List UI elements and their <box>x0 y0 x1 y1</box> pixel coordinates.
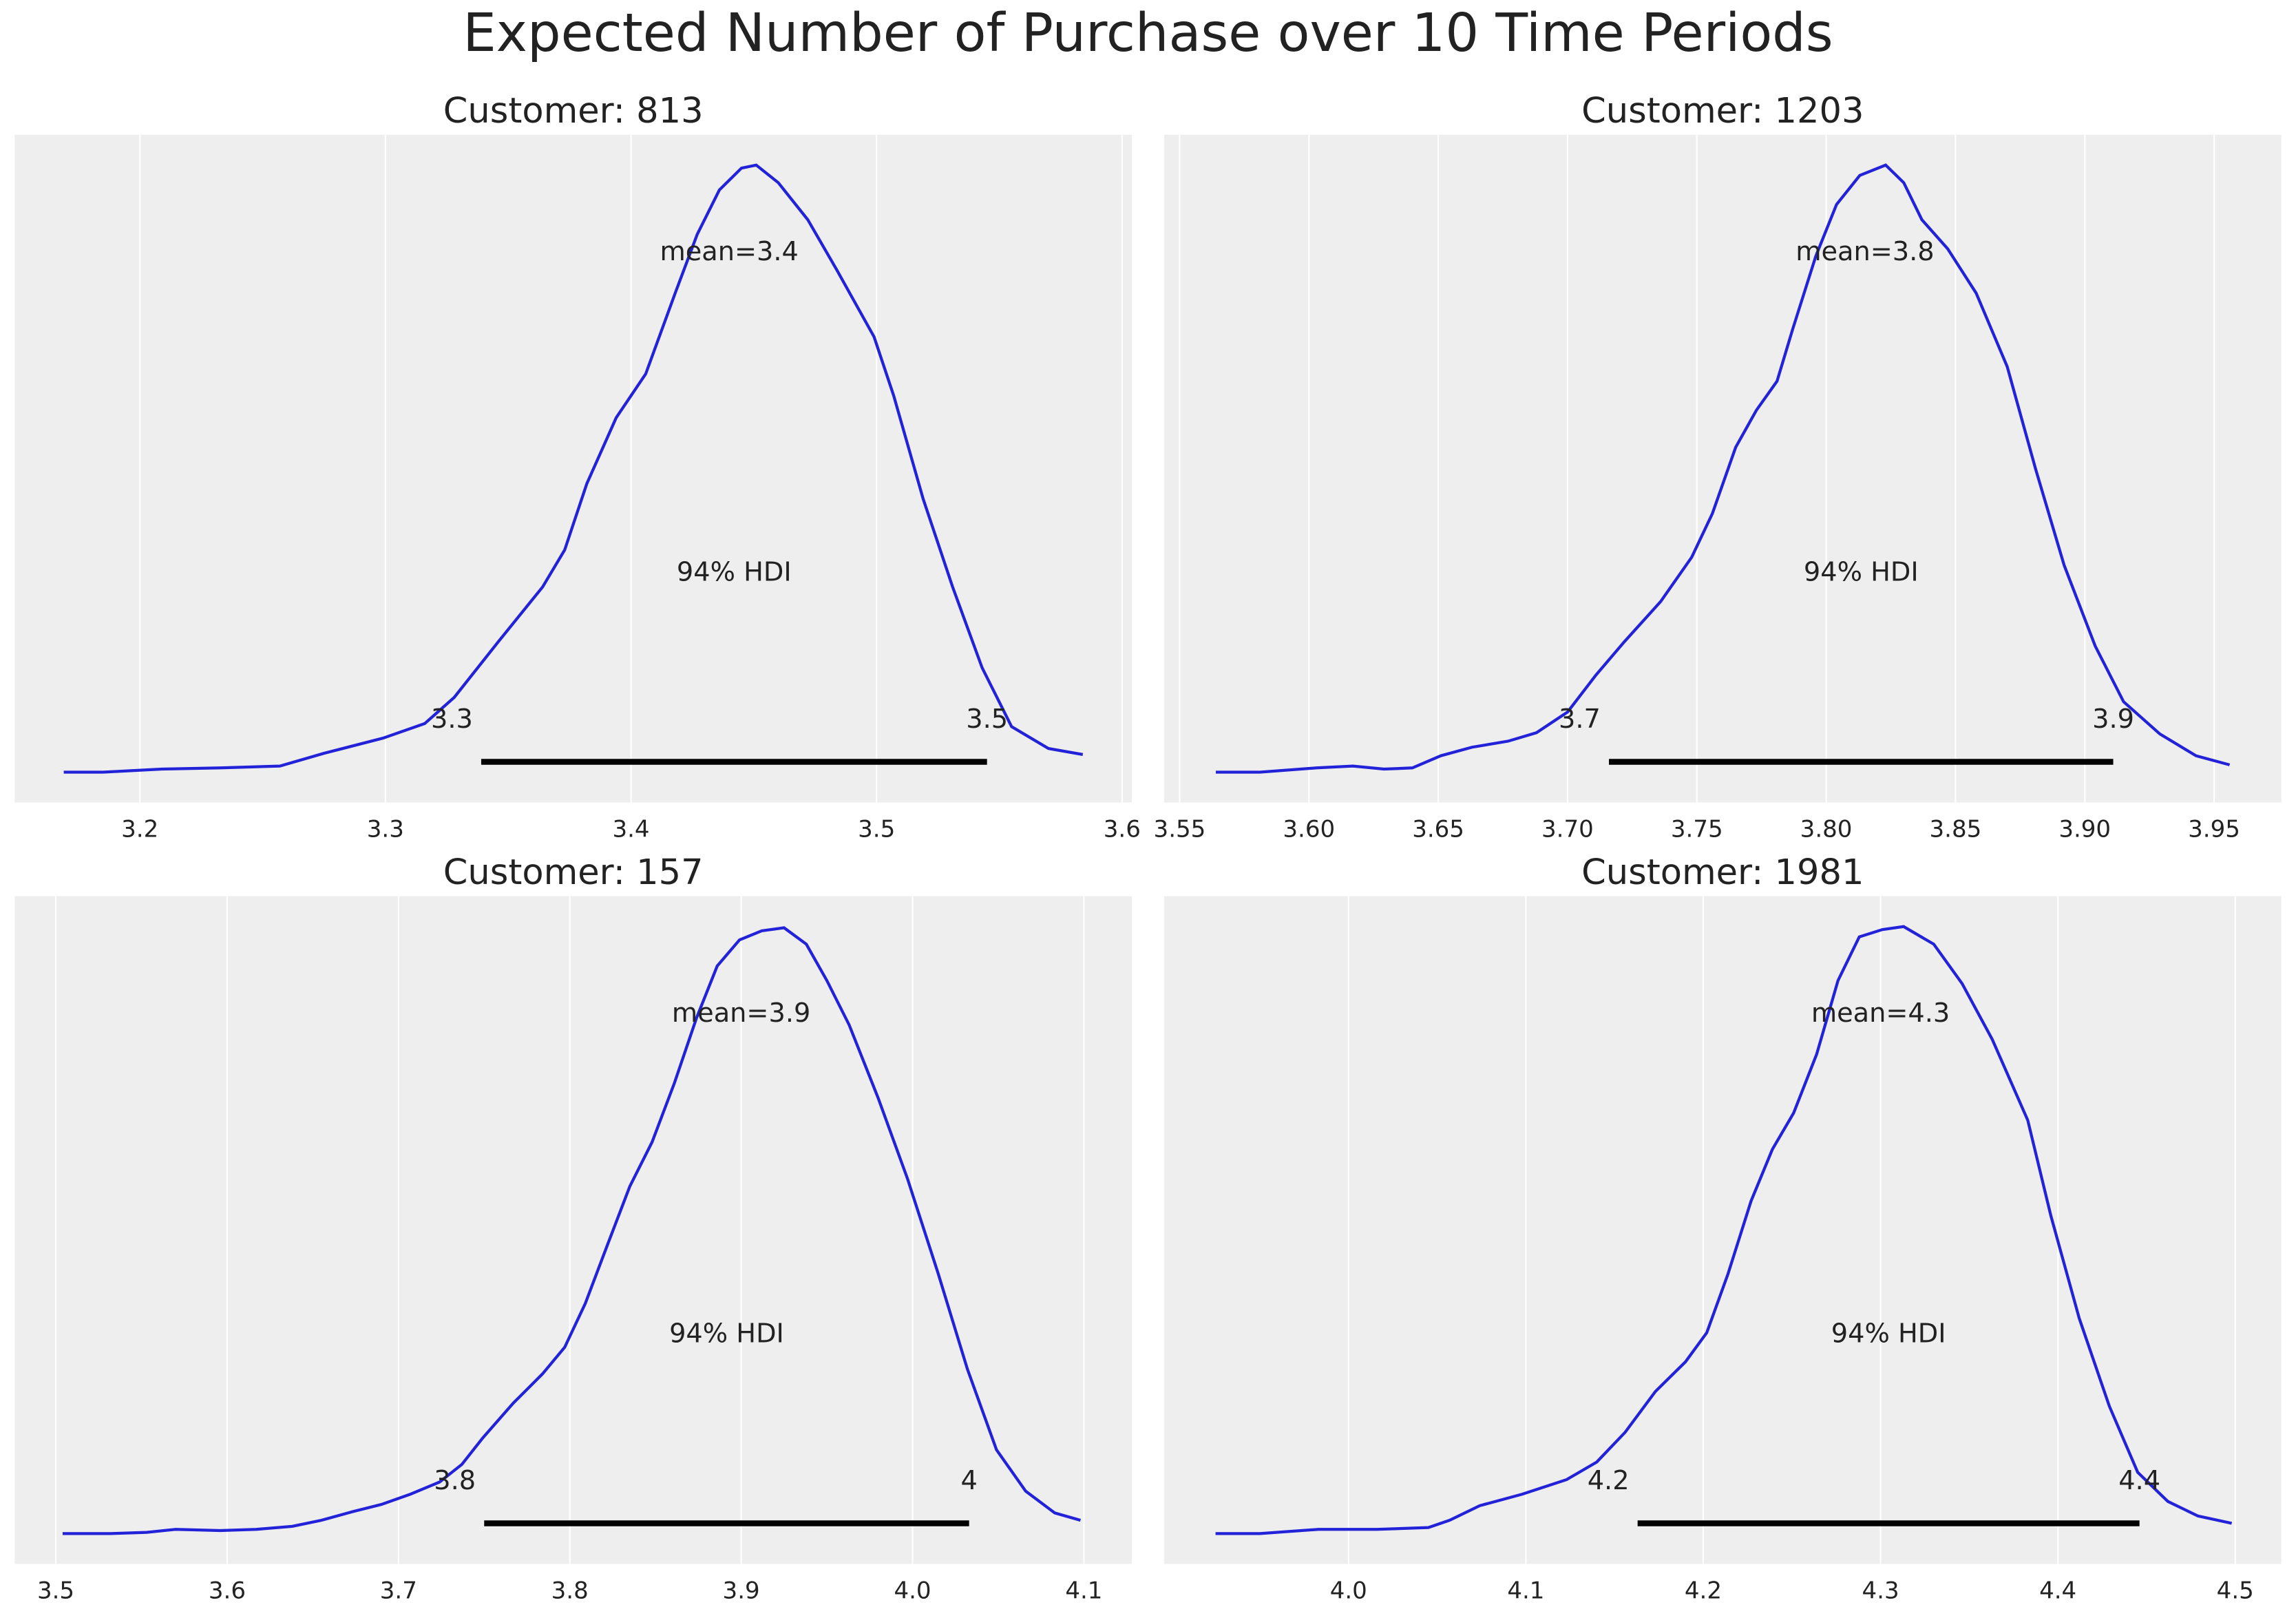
mean-label: mean=3.4 <box>660 236 798 267</box>
plot-area <box>1163 896 2282 1564</box>
x-tick-label: 4.2 <box>1685 1577 1722 1604</box>
subplot-title: Customer: 1203 <box>1581 91 1864 132</box>
density-curve <box>63 163 1084 774</box>
density-curve <box>62 926 1082 1535</box>
hdi-bound-label: 4 <box>960 1465 977 1496</box>
subplot-title: Customer: 1981 <box>1581 852 1864 893</box>
x-tick-label: 3.6 <box>1104 815 1141 843</box>
mean-label: mean=4.3 <box>1811 998 1950 1029</box>
hdi-label: 94% HDI <box>669 1318 784 1349</box>
x-tick-label: 3.90 <box>2058 815 2111 843</box>
x-tick-label: 3.95 <box>2188 815 2240 843</box>
hdi-bound-label: 3.9 <box>2092 704 2134 735</box>
x-tick-label: 4.3 <box>1862 1577 1899 1604</box>
x-tick-label: 3.4 <box>612 815 649 843</box>
x-tick-label: 3.8 <box>551 1577 589 1604</box>
density-curve <box>1216 163 2231 774</box>
subplot-title: Customer: 157 <box>443 852 704 893</box>
x-tick-label: 4.0 <box>1330 1577 1367 1604</box>
hdi-bound-label: 3.5 <box>966 704 1008 735</box>
plot-area <box>1163 134 2282 803</box>
x-tick-label: 3.85 <box>1930 815 1982 843</box>
x-tick-label: 3.7 <box>380 1577 417 1604</box>
hdi-bound-label: 3.7 <box>1559 704 1601 735</box>
hdi-bound-label: 4.2 <box>1588 1465 1630 1496</box>
plot-area <box>14 134 1133 803</box>
hdi-label: 94% HDI <box>1831 1318 1946 1349</box>
x-tick-label: 3.75 <box>1671 815 1723 843</box>
x-tick-label: 3.65 <box>1412 815 1464 843</box>
x-tick-label: 3.3 <box>367 815 404 843</box>
x-tick-label: 4.5 <box>2217 1577 2254 1604</box>
hdi-label: 94% HDI <box>1804 557 1919 588</box>
x-tick-label: 3.55 <box>1154 815 1206 843</box>
x-tick-label: 3.6 <box>209 1577 246 1604</box>
x-tick-label: 4.4 <box>2039 1577 2076 1604</box>
x-tick-label: 3.2 <box>121 815 158 843</box>
subplot-title: Customer: 813 <box>443 91 704 132</box>
x-tick-label: 4.1 <box>1507 1577 1544 1604</box>
mean-label: mean=3.8 <box>1795 236 1934 267</box>
x-tick-label: 3.70 <box>1541 815 1594 843</box>
mean-label: mean=3.9 <box>672 998 810 1029</box>
x-tick-label: 3.80 <box>1800 815 1853 843</box>
x-tick-label: 3.5 <box>37 1577 74 1604</box>
x-tick-label: 3.9 <box>723 1577 760 1604</box>
hdi-bound-label: 3.3 <box>431 704 473 735</box>
plot-area <box>14 896 1133 1564</box>
x-tick-label: 4.1 <box>1065 1577 1102 1604</box>
x-tick-label: 3.5 <box>858 815 895 843</box>
x-tick-label: 4.0 <box>894 1577 931 1604</box>
x-tick-label: 3.60 <box>1283 815 1335 843</box>
density-curve <box>1215 925 2233 1535</box>
suptitle: Expected Number of Purchase over 10 Time… <box>463 3 1833 64</box>
hdi-label: 94% HDI <box>677 557 792 588</box>
hdi-bound-label: 4.4 <box>2118 1465 2160 1496</box>
hdi-bound-label: 3.8 <box>434 1465 476 1496</box>
